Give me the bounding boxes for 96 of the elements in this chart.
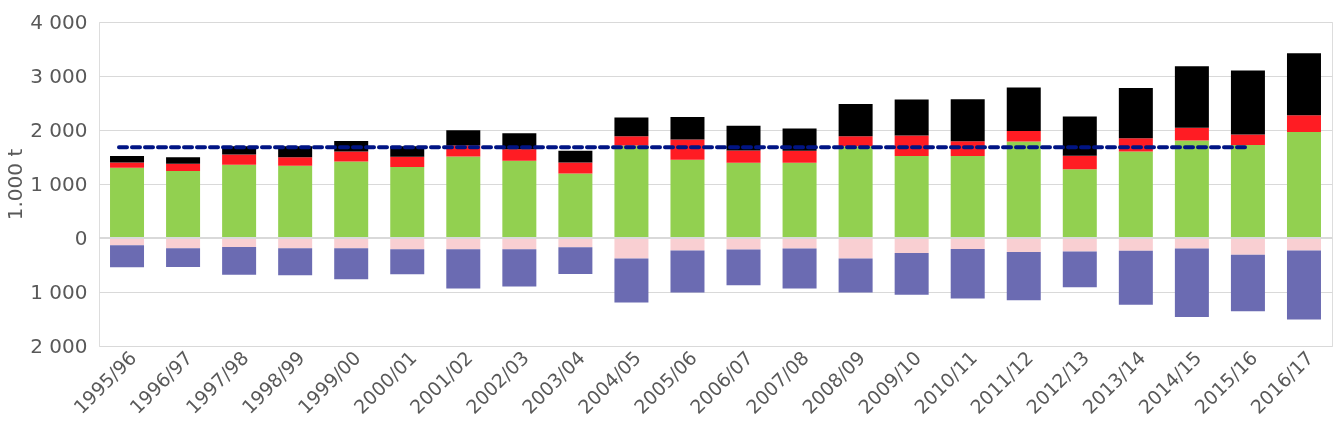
bar — [502, 160, 537, 238]
bar — [166, 163, 201, 172]
bar — [614, 238, 649, 259]
bar — [1062, 155, 1097, 170]
bar — [950, 249, 985, 299]
bar — [1286, 115, 1321, 132]
bar — [1006, 252, 1041, 301]
bar — [1118, 238, 1153, 251]
bar — [166, 171, 201, 238]
bar — [1062, 169, 1097, 238]
bar — [1230, 254, 1265, 312]
bar — [782, 238, 817, 249]
bar — [670, 159, 705, 238]
bar — [446, 249, 481, 289]
bar — [782, 248, 817, 289]
bar — [838, 258, 873, 293]
bar — [1230, 238, 1265, 255]
bar — [502, 149, 537, 161]
bar — [614, 117, 649, 137]
y-tick-label: 4 000 — [30, 9, 88, 34]
bar — [950, 155, 985, 238]
y-tick-label: 3 000 — [30, 63, 88, 88]
bar — [1118, 87, 1153, 139]
bar — [1006, 87, 1041, 132]
bar — [726, 162, 761, 238]
bar — [334, 248, 369, 280]
bar — [558, 162, 593, 174]
bar — [614, 258, 649, 303]
bar — [726, 238, 761, 250]
bar — [1286, 131, 1321, 238]
bar — [614, 145, 649, 238]
bar — [894, 238, 929, 254]
bar — [222, 164, 257, 238]
bar — [278, 248, 313, 276]
bar — [278, 157, 313, 166]
bar — [782, 150, 817, 163]
bar — [1286, 53, 1321, 116]
bar — [1062, 251, 1097, 288]
bar — [1006, 141, 1041, 238]
bar — [1174, 66, 1209, 128]
bar — [838, 146, 873, 238]
bar — [110, 245, 145, 268]
bar — [1174, 248, 1209, 318]
bar — [222, 154, 257, 165]
bar — [782, 162, 817, 238]
bar — [894, 155, 929, 238]
bar — [110, 155, 145, 163]
bar — [670, 250, 705, 293]
bar — [1286, 250, 1321, 320]
bar — [1062, 116, 1097, 156]
bar — [222, 238, 257, 247]
bar — [894, 99, 929, 136]
bar — [1118, 151, 1153, 238]
y-tick-label: 0 — [74, 225, 88, 250]
bar — [614, 136, 649, 146]
bar — [446, 156, 481, 238]
bar — [1006, 131, 1041, 142]
bar — [1174, 238, 1209, 249]
bar — [558, 247, 593, 274]
y-axis-title: 1.000 t — [3, 148, 28, 221]
bar — [1062, 238, 1097, 252]
bar — [726, 249, 761, 286]
bar — [838, 104, 873, 137]
bar — [838, 238, 873, 259]
bar — [1118, 250, 1153, 305]
bar — [894, 253, 929, 295]
bar — [1174, 127, 1209, 141]
bar — [110, 162, 145, 168]
bar — [502, 249, 537, 287]
bar — [334, 151, 369, 162]
bar — [390, 166, 425, 238]
bar — [950, 99, 985, 142]
bar — [1230, 145, 1265, 238]
bar — [110, 167, 145, 238]
bar — [446, 130, 481, 146]
y-tick-label: 2 000 — [30, 333, 88, 358]
bar — [334, 161, 369, 238]
bar — [166, 248, 201, 267]
bar — [1006, 238, 1041, 253]
bar — [558, 150, 593, 163]
bar — [558, 173, 593, 238]
bar — [726, 150, 761, 163]
bar — [166, 157, 201, 164]
bar — [670, 117, 705, 140]
bar — [1174, 140, 1209, 238]
bar — [390, 249, 425, 275]
y-tick-label: 2 000 — [30, 117, 88, 142]
bar — [1230, 70, 1265, 135]
y-tick-label: 1 000 — [30, 279, 88, 304]
bar — [838, 136, 873, 147]
y-tick-label: 1 000 — [30, 171, 88, 196]
bar — [222, 246, 257, 275]
bar — [278, 165, 313, 238]
bar — [1230, 134, 1265, 146]
bar — [950, 238, 985, 250]
bar — [390, 156, 425, 167]
